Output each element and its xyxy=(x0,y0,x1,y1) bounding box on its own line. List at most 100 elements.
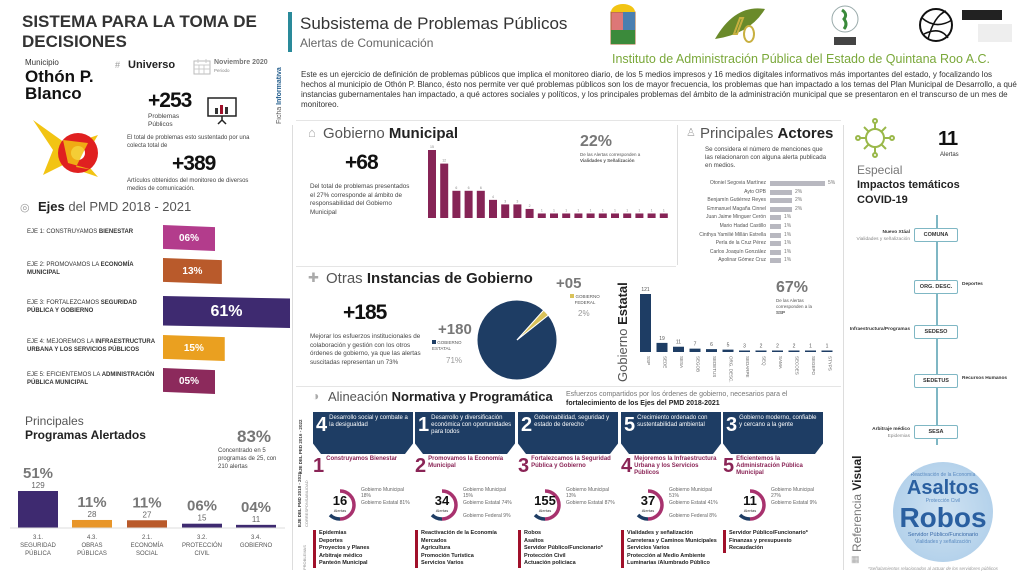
donut-arc xyxy=(544,489,561,521)
aniversario-logo xyxy=(715,8,765,43)
donut-chart xyxy=(636,489,664,521)
bar-value-label: 3 xyxy=(504,199,506,203)
bar xyxy=(635,213,644,218)
eje-item-label: EJE 4: MEJOREMOS LA INFRAESTRUCTURA URBA… xyxy=(27,338,159,354)
problem-item: Carreteras y Caminos Municipales xyxy=(621,537,721,545)
bar-value-label: 1 xyxy=(577,208,579,212)
bar-category-label: ORG. DESC. xyxy=(729,356,734,383)
institute-name: Instituto de Administración Pública del … xyxy=(612,52,991,66)
estatal-pct-text: De las Alertas corresponden a la SSP xyxy=(776,298,826,316)
actor-bar xyxy=(770,215,781,221)
donut-arc xyxy=(647,489,664,521)
bar xyxy=(18,491,58,528)
ped-number: 3 xyxy=(726,414,738,436)
articles-text: Artículos obtenidos del monitoreo de div… xyxy=(127,178,249,192)
actor-pct: 1% xyxy=(784,231,792,238)
problem-item: Servicios Varios xyxy=(415,560,515,568)
bar-category-label: SEDE xyxy=(663,356,668,368)
pmd-number: 4 xyxy=(621,455,633,477)
bar-pct-label: 06% xyxy=(187,498,217,515)
ped-number: 5 xyxy=(624,414,636,436)
bar xyxy=(440,163,449,218)
intro-paragraph: Este es un ejercicio de definición de pr… xyxy=(301,70,1017,109)
grid-icon: # xyxy=(115,60,121,70)
flow-node-label: Vialidades y señalización xyxy=(856,237,910,242)
oici-logo xyxy=(831,5,859,45)
ficha-informativa-label: Ficha Informativa xyxy=(274,58,286,124)
eje-bold: BIENESTAR xyxy=(98,229,134,235)
problem-item: Vialidades y señalización xyxy=(621,530,721,538)
eje-item-label: EJE 2: PROMOVAMOS LA ECONOMÍA MUNICIPAL xyxy=(27,261,159,277)
donut-chart xyxy=(738,489,766,521)
actor-name: Perla de la Cruz Pérez xyxy=(715,240,766,247)
municipio-label: Municipio xyxy=(25,58,59,67)
virus-icon xyxy=(855,118,895,158)
programas-summary-text: Concentrado en 5 programas de 25, con 21… xyxy=(218,448,277,470)
covid-count: 11 xyxy=(938,128,958,150)
legend-swatch-estatal xyxy=(432,340,436,344)
bar-value-label: 3 xyxy=(516,199,518,203)
bar-value-label: 1 xyxy=(565,208,567,212)
donut-arc xyxy=(636,513,649,521)
bar xyxy=(656,342,668,352)
sustain-text: El total de problemas esto sustentado po… xyxy=(127,135,250,149)
federal-pct: 2% xyxy=(578,309,590,318)
ped-number: 2 xyxy=(521,414,533,436)
gob-municipal-title: Gobierno Municipal xyxy=(323,125,458,143)
pmd-number: 5 xyxy=(723,455,735,477)
programas-chart: 51%1293.1.SEGURIDADPÚBLICA11%284.3.OBRAS… xyxy=(10,465,285,557)
municipio-logo xyxy=(33,120,98,177)
federal-count: +05 xyxy=(556,275,582,292)
bar xyxy=(428,150,436,218)
bar-category-label: ECONOMÍA xyxy=(131,542,164,549)
eje-prefix: EJE 2: PROMOVAMOS LA xyxy=(27,262,101,268)
bar-value-label: 121 xyxy=(641,287,650,293)
word: Vialidades y señalización xyxy=(915,539,971,545)
problems-list: Robos Asaltos Servidor Público/Funcionario… xyxy=(518,530,618,568)
alerts-count: 37 xyxy=(640,493,656,508)
ped-eje-box: 3 Gobierno moderno, confiable y cercano a… xyxy=(723,412,823,454)
municipio-name: Othón P. Blanco xyxy=(25,67,94,103)
otras-title: Otras Instancias de Gobierno xyxy=(326,270,533,288)
bar-value-label: 28 xyxy=(88,510,97,519)
ejes-title-light: del PMD 2018 - 2021 xyxy=(68,199,192,214)
problem-item: Finanzas y presupuesto xyxy=(723,537,823,545)
covid-title-bold: Impactos temáticos COVID-19 xyxy=(857,179,960,206)
bar-value-label: 1 xyxy=(663,208,665,212)
donut-arc xyxy=(533,513,546,521)
bar xyxy=(182,523,222,528)
eje-bar: 06% xyxy=(163,225,215,251)
pmd-eje: 1 Construyamos Bienestar xyxy=(313,456,413,476)
donut-chart xyxy=(430,489,458,521)
subsystem-subtitle: Alertas de Comunicación xyxy=(300,36,434,50)
gob-municipal-chart: 15 12 6 6 6 4 3 3 2 1 1 1 1 1 1 1 1 1 1 1 xyxy=(428,145,668,218)
bar xyxy=(513,204,522,218)
actor-bar xyxy=(770,249,781,255)
estatal-legend: GOBIERNO ESTATAL xyxy=(432,340,472,352)
actor-name: Benjamín Gutiérrez Reyes xyxy=(707,197,766,204)
alineacion-title-light: Alineación xyxy=(328,389,388,404)
side-label-corr: CORRESPONSABILIDAD xyxy=(304,480,309,527)
pmd-number: 3 xyxy=(518,455,530,477)
system-title: SISTEMA PARA LA TOMA DE DECISIONES xyxy=(22,12,257,51)
problem-item: Recaudación xyxy=(723,545,823,553)
side-label-ped: EJE DEL PED 2016 - 2022 xyxy=(298,419,303,474)
donut-legend-item: Gobierno Municipal 13% xyxy=(566,487,610,499)
bar-category-label: SECOES xyxy=(795,356,800,375)
calendar-icon xyxy=(193,59,211,75)
bar-category-label: SEDETUS xyxy=(712,356,717,377)
estatal-title-light: Gobierno xyxy=(615,328,630,382)
image-icon: ▦ xyxy=(851,554,860,564)
bar xyxy=(659,213,668,218)
articles-count: +389 xyxy=(172,152,216,175)
actor-bar xyxy=(770,258,781,264)
donut-legend-item: Gobierno Municipal 27% xyxy=(771,487,815,499)
alerts-word: Alertas xyxy=(538,508,552,513)
bar xyxy=(562,213,571,218)
actor-bar xyxy=(770,232,781,238)
ped-eje-box: 4 Desarrollo social y combate a la desigu… xyxy=(313,412,413,454)
word: Protección Civil xyxy=(925,498,961,504)
divider xyxy=(843,125,844,570)
problem-item: Protección al Medio Ambiente xyxy=(621,552,721,560)
problem-item: Servidor Público/Funcionario* xyxy=(518,545,618,553)
